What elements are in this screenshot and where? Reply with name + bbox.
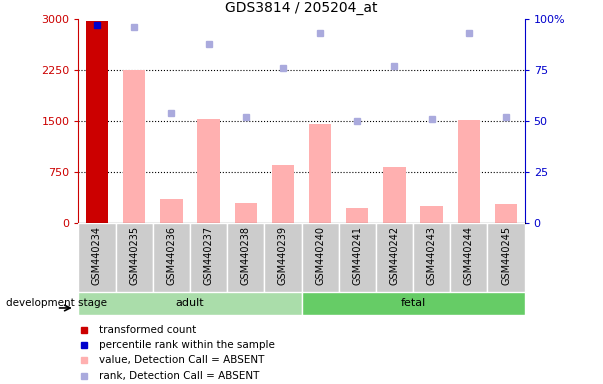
Text: GSM440243: GSM440243 [427,226,437,285]
Text: GSM440237: GSM440237 [204,226,213,285]
Text: adult: adult [175,298,204,308]
Bar [160,199,183,223]
Bar [264,223,302,292]
Bar [190,223,227,292]
Bar [495,204,517,223]
Bar [227,223,264,292]
Text: GSM440244: GSM440244 [464,226,474,285]
Bar [339,223,376,292]
Text: GSM440235: GSM440235 [129,226,139,285]
Text: rank, Detection Call = ABSENT: rank, Detection Call = ABSENT [99,371,259,381]
Text: GSM440240: GSM440240 [315,226,325,285]
Bar [86,21,108,223]
Text: GSM440241: GSM440241 [352,226,362,285]
Text: GSM440238: GSM440238 [241,226,251,285]
Bar [153,223,190,292]
Bar [302,223,339,292]
Bar [116,223,153,292]
Text: transformed count: transformed count [99,325,196,335]
Bar [376,223,413,292]
Bar [123,70,145,223]
Text: development stage: development stage [6,298,107,308]
Text: value, Detection Call = ABSENT: value, Detection Call = ABSENT [99,356,264,366]
Bar [302,292,525,315]
Bar [450,223,487,292]
Bar [235,203,257,223]
Bar [78,223,116,292]
Text: percentile rank within the sample: percentile rank within the sample [99,340,275,350]
Bar [413,223,450,292]
Bar [78,292,302,315]
Title: GDS3814 / 205204_at: GDS3814 / 205204_at [226,2,377,15]
Bar [197,119,219,223]
Bar [420,207,443,223]
Bar [309,124,331,223]
Text: GSM440234: GSM440234 [92,226,102,285]
Text: GSM440245: GSM440245 [501,226,511,285]
Text: GSM440239: GSM440239 [278,226,288,285]
Bar [346,209,368,223]
Bar [458,120,480,223]
Bar [272,165,294,223]
Text: fetal: fetal [400,298,426,308]
Text: GSM440236: GSM440236 [166,226,176,285]
Bar [487,223,525,292]
Text: GSM440242: GSM440242 [390,226,399,285]
Bar [384,167,406,223]
